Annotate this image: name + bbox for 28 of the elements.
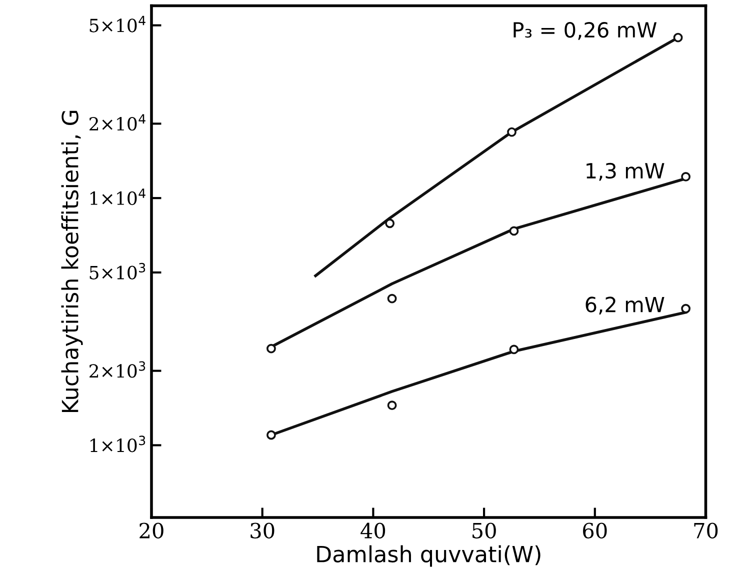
point [507, 127, 516, 137]
point [385, 218, 395, 228]
x-tick-label: 60 [583, 522, 607, 538]
point [681, 172, 690, 182]
point [266, 344, 276, 354]
point [266, 430, 276, 440]
series-label: 1,3 mW [586, 162, 664, 181]
x-tick-label: 30 [250, 522, 274, 538]
y-tick-label: 1×10$^{3}$ [90, 436, 146, 452]
point [673, 32, 683, 42]
x-tick-label: 20 [140, 522, 164, 538]
point [387, 294, 397, 304]
y-tick-label: 2×10$^{3}$ [90, 361, 146, 378]
series-label: 6,2 mW [586, 296, 664, 315]
series-label: P₃ = 0,26 mW [514, 22, 657, 40]
point [681, 304, 690, 314]
point [509, 226, 519, 236]
y-axis-title: Kuchaytirish koeffitsienti, G [61, 110, 83, 412]
y-tick-label: 2×10$^{4}$ [90, 114, 146, 131]
point [509, 344, 519, 354]
x-tick-label: 50 [472, 522, 496, 538]
x-axis-title: Damlash quvvati(W) [317, 545, 540, 567]
y-tick-label: 5×10$^{3}$ [90, 262, 146, 280]
y-tick-label: 5×10$^{4}$ [90, 16, 146, 32]
x-tick-label: 70 [694, 522, 718, 538]
point [387, 400, 397, 410]
x-tick-label: 40 [360, 522, 386, 538]
y-tick-label: 1×10$^{4}$ [90, 188, 146, 206]
